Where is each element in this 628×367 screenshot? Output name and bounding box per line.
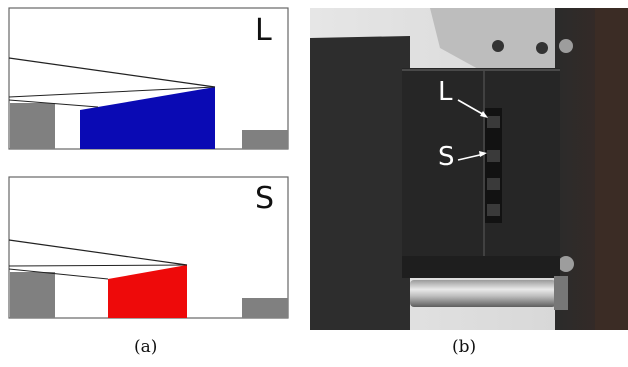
beam-lower-S bbox=[8, 268, 109, 280]
frame-S-border bbox=[8, 176, 289, 319]
L-block bbox=[80, 87, 215, 149]
left-support-L bbox=[10, 103, 55, 149]
bolt-top-1 bbox=[492, 40, 504, 52]
arrow-S-head bbox=[479, 151, 487, 157]
arrow-L-head bbox=[480, 111, 488, 118]
photo-label-S: S bbox=[438, 142, 455, 172]
left-block bbox=[310, 36, 410, 330]
schematic-panel: L S bbox=[8, 7, 289, 319]
right-support-S bbox=[242, 298, 288, 318]
arrow-S-line bbox=[457, 153, 485, 161]
photo-panel: L S bbox=[310, 8, 628, 330]
S-block bbox=[108, 265, 187, 318]
right-support-L bbox=[242, 130, 288, 149]
slot-column bbox=[485, 108, 502, 223]
bolt-top-2 bbox=[536, 42, 548, 54]
top-metal-part bbox=[430, 8, 560, 70]
bolt-right-2 bbox=[558, 256, 574, 272]
beam-lower-L bbox=[8, 99, 99, 108]
frame-S: S bbox=[8, 176, 289, 319]
slot-4 bbox=[487, 204, 500, 216]
holder-body bbox=[402, 68, 560, 273]
caption-a: (a) bbox=[134, 337, 158, 357]
holder-base bbox=[402, 256, 560, 278]
slot-L bbox=[487, 116, 500, 128]
label-L: L bbox=[255, 13, 272, 48]
bolt-right-1 bbox=[559, 39, 573, 53]
right-frame-edge bbox=[595, 8, 628, 330]
rod-end bbox=[554, 276, 568, 310]
slot-S bbox=[487, 150, 500, 162]
beam-upper-edge-L bbox=[8, 86, 216, 98]
label-S: S bbox=[255, 181, 274, 216]
photo-label-L: L bbox=[438, 77, 453, 107]
beam-upper-edge-S bbox=[8, 264, 188, 267]
frame-L: L bbox=[8, 7, 289, 150]
beam-top-L bbox=[8, 57, 216, 88]
left-support-S bbox=[10, 272, 55, 318]
beam-top-S bbox=[8, 239, 188, 266]
rod bbox=[410, 280, 556, 307]
caption-b: (b) bbox=[452, 337, 477, 357]
slot-3 bbox=[487, 178, 500, 190]
arrow-L-line bbox=[457, 99, 487, 117]
